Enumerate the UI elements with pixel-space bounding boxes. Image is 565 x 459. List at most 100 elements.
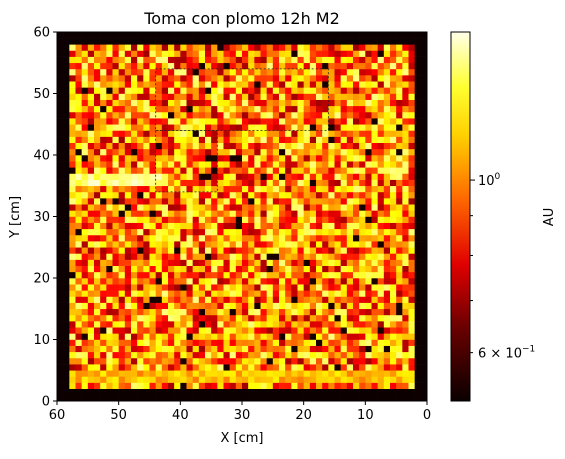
heatmap-cell [353, 327, 360, 334]
heatmap-cell [149, 302, 156, 310]
heatmap-cell [198, 142, 206, 150]
heatmap-cell [198, 247, 206, 254]
heatmap-cell [279, 241, 286, 248]
heatmap-cell [112, 247, 119, 254]
heatmap-cell [414, 56, 422, 64]
heatmap-cell [198, 370, 206, 377]
heatmap-cell [254, 259, 261, 266]
heatmap-cell [205, 167, 212, 174]
heatmap-cell [94, 167, 101, 174]
heatmap-cell [87, 382, 95, 389]
heatmap-cell [235, 68, 243, 76]
heatmap-cell [124, 265, 132, 273]
heatmap-cell [229, 32, 237, 39]
heatmap-cell [100, 394, 107, 402]
heatmap-cell [408, 38, 415, 45]
heatmap-cell [260, 81, 267, 88]
heatmap-cell [291, 284, 298, 291]
heatmap-cell [316, 179, 323, 187]
heatmap-cell [205, 278, 212, 285]
heatmap-cell [223, 376, 230, 383]
heatmap-cell [186, 124, 193, 131]
heatmap-cell [205, 345, 212, 353]
heatmap-cell [353, 382, 360, 389]
heatmap-cell [180, 173, 187, 180]
heatmap-cell [63, 216, 70, 223]
heatmap-cell [365, 44, 372, 51]
heatmap-cell [161, 118, 169, 125]
heatmap-cell [180, 271, 187, 279]
heatmap-cell [229, 259, 237, 266]
heatmap-cell [192, 327, 200, 334]
heatmap-cell [87, 321, 95, 328]
heatmap-cell [365, 321, 372, 328]
heatmap-cell [87, 364, 95, 371]
heatmap-cell [57, 327, 64, 334]
heatmap-cell [198, 364, 206, 371]
heatmap-cell [420, 142, 428, 150]
heatmap-cell [248, 259, 255, 266]
heatmap-cell [383, 351, 391, 359]
heatmap-cell [63, 247, 70, 254]
heatmap-cell [124, 68, 132, 76]
heatmap-cell [353, 191, 360, 199]
heatmap-cell [365, 357, 372, 365]
heatmap-cell [359, 296, 366, 303]
heatmap-cell [205, 253, 212, 260]
heatmap-cell [346, 376, 354, 383]
heatmap-cell [186, 185, 193, 193]
heatmap-cell [100, 314, 107, 322]
heatmap-cell [285, 93, 292, 100]
heatmap-cell [346, 290, 354, 297]
heatmap-cell [223, 370, 230, 377]
heatmap-cell [57, 173, 64, 180]
heatmap-cell [377, 327, 385, 334]
heatmap-cell [383, 136, 391, 143]
heatmap-cell [155, 394, 163, 402]
heatmap-cell [322, 191, 329, 199]
heatmap-cell [192, 302, 200, 310]
heatmap-cell [285, 247, 292, 254]
heatmap-cell [137, 308, 144, 316]
heatmap-cell [420, 222, 428, 230]
heatmap-cell [402, 191, 409, 199]
heatmap-cell [309, 339, 317, 346]
heatmap-cell [260, 62, 267, 70]
heatmap-cell [161, 56, 169, 64]
heatmap-cell [420, 185, 428, 193]
heatmap-cell [322, 148, 329, 156]
heatmap-cell [414, 44, 422, 51]
heatmap-cell [377, 388, 385, 396]
heatmap-cell [112, 333, 119, 340]
heatmap-cell [371, 185, 378, 193]
heatmap-cell [328, 271, 335, 279]
heatmap-cell [322, 210, 329, 217]
heatmap-cell [396, 99, 403, 107]
heatmap-cell [396, 284, 403, 291]
heatmap-cell [322, 32, 329, 39]
heatmap-cell [94, 68, 101, 76]
heatmap-cell [359, 111, 366, 119]
heatmap-cell [359, 191, 366, 199]
heatmap-cell [87, 75, 95, 82]
heatmap-cell [242, 382, 249, 389]
heatmap-cell [94, 265, 101, 273]
heatmap-cell [260, 124, 267, 131]
heatmap-cell [396, 56, 403, 64]
heatmap-cell [316, 38, 323, 45]
heatmap-cell [285, 308, 292, 316]
heatmap-cell [291, 111, 298, 119]
heatmap-cell [346, 111, 354, 119]
heatmap-cell [118, 271, 126, 279]
heatmap-cell [359, 284, 366, 291]
heatmap-cell [143, 148, 150, 156]
heatmap-cell [168, 321, 175, 328]
heatmap-cells [57, 32, 428, 402]
heatmap-cell [365, 62, 372, 70]
heatmap-cell [322, 81, 329, 88]
heatmap-cell [390, 130, 397, 137]
heatmap-cell [124, 185, 132, 193]
heatmap-cell [106, 87, 113, 94]
heatmap-cell [303, 376, 311, 383]
heatmap-cell [334, 87, 341, 94]
